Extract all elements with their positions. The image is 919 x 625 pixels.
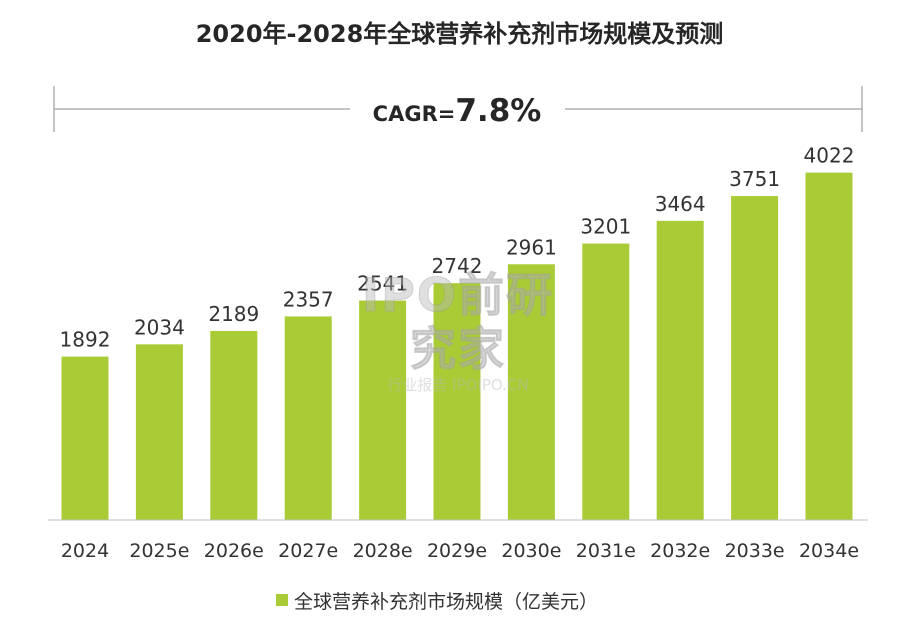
value-label-2026e: 2189 — [208, 302, 259, 326]
legend: 全球营养补充剂市场规模（亿美元） — [276, 588, 599, 613]
cagr-label: CAGR= — [373, 102, 456, 126]
value-label-2029e: 2742 — [432, 254, 483, 278]
bar-2027e — [284, 316, 332, 520]
x-tick-label-2032e: 2032e — [650, 540, 710, 562]
x-tick-label-2030e: 2030e — [501, 540, 561, 562]
bar-2028e — [359, 300, 407, 520]
bar-group — [61, 172, 853, 521]
value-label-2034e: 4022 — [804, 144, 855, 168]
chart-title: 2020年-2028年全球营养补充剂市场规模及预测 — [195, 20, 724, 48]
bar-2024 — [61, 356, 109, 520]
bar-2029e — [433, 283, 481, 520]
value-label-2028e: 2541 — [357, 272, 408, 296]
x-tick-label-2029e: 2029e — [427, 540, 487, 562]
x-tick-label-2034e: 2034e — [799, 540, 859, 562]
value-label-2030e: 2961 — [506, 235, 557, 259]
cagr-value: 7.8% — [455, 93, 541, 129]
value-label-2032e: 3464 — [655, 192, 706, 216]
x-tick-label-2026e: 2026e — [204, 540, 264, 562]
x-tick-label-2033e: 2033e — [725, 540, 785, 562]
value-label-2033e: 3751 — [729, 167, 780, 191]
value-label-group: 1892 2034 2189 2357 2541 2742 2961 3201 3464 3751… — [60, 144, 855, 352]
x-tick-label-group: 2024 2025e 2026e 2027e 2028e 2029e 2030e 2031e 2… — [61, 540, 859, 562]
bar-2031e — [582, 243, 630, 521]
value-label-2024: 1892 — [60, 328, 111, 352]
legend-swatch — [276, 594, 288, 606]
value-label-2027e: 2357 — [283, 287, 334, 311]
x-tick-label-2028e: 2028e — [353, 540, 413, 562]
legend-label: 全球营养补充剂市场规模（亿美元） — [294, 590, 599, 613]
bar-2033e — [731, 196, 779, 521]
x-tick-label-2031e: 2031e — [576, 540, 636, 562]
bar-2034e — [805, 172, 853, 521]
x-tick-label-2024: 2024 — [61, 540, 109, 562]
bar-2030e — [507, 264, 555, 520]
bar-2025e — [135, 344, 183, 520]
value-label-2031e: 3201 — [580, 215, 631, 239]
cagr-text: CAGR=7.8% — [373, 93, 542, 129]
cagr-bracket — [53, 86, 863, 132]
x-tick-label-2027e: 2027e — [278, 540, 338, 562]
bar-2026e — [210, 330, 258, 520]
x-tick-label-2025e: 2025e — [129, 540, 189, 562]
bar-2032e — [656, 220, 704, 520]
value-label-2025e: 2034 — [134, 315, 185, 339]
